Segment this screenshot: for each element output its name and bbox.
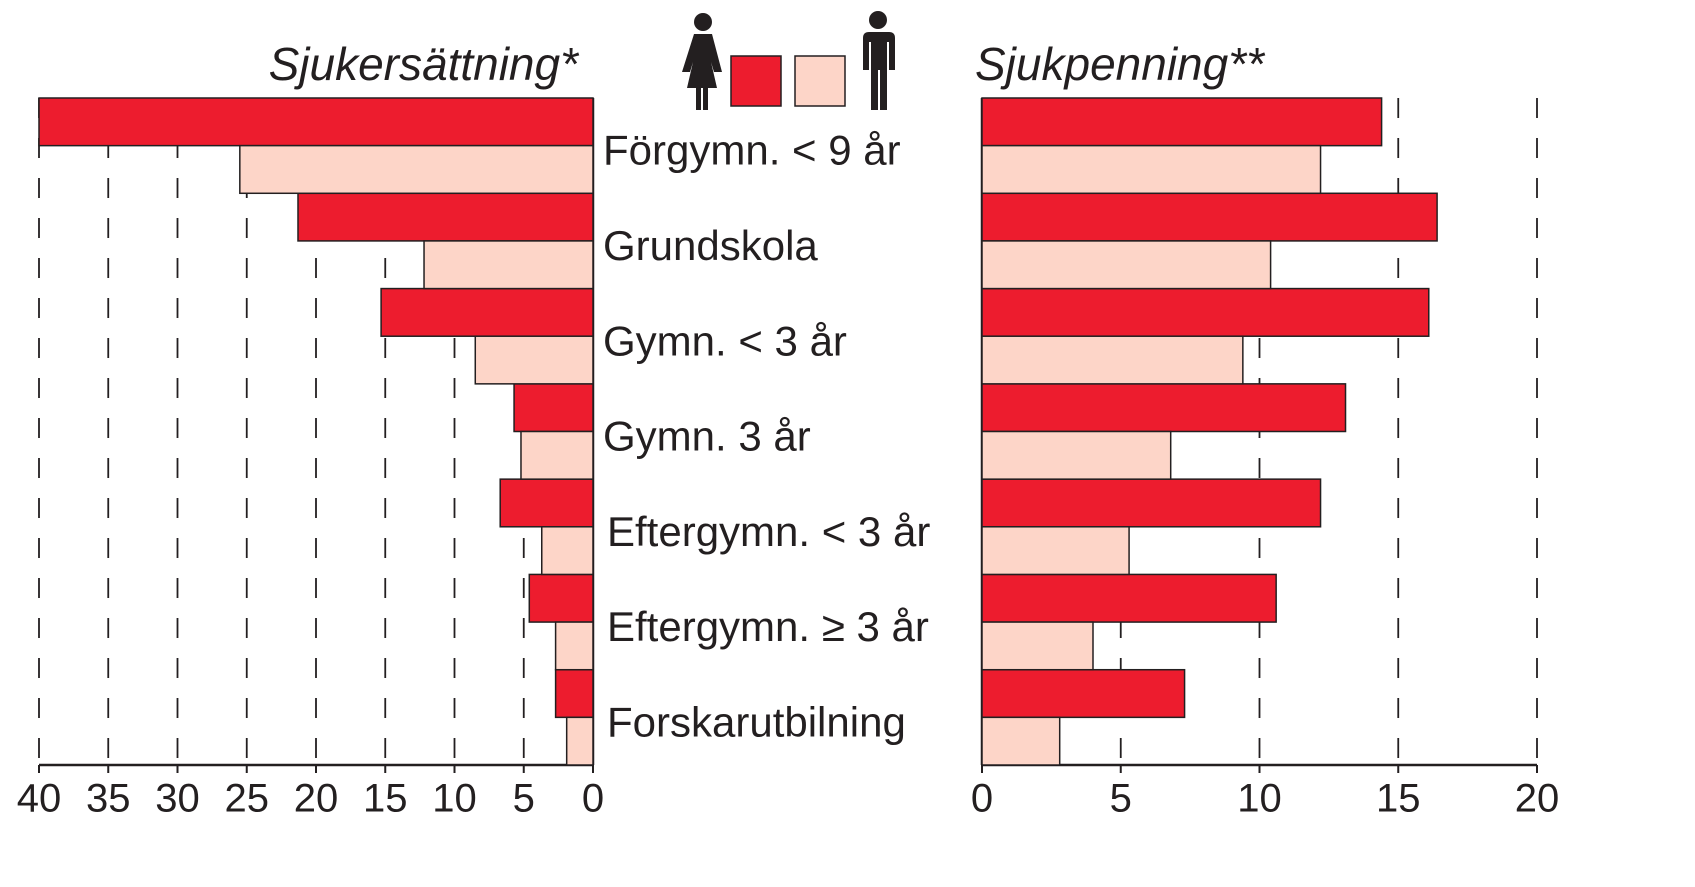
legend-swatch: [730, 55, 782, 107]
x-tick-label: 30: [155, 777, 200, 821]
bar: [297, 192, 594, 242]
x-tick-label: 15: [1376, 777, 1421, 821]
x-tick-label: 0: [971, 777, 993, 821]
bar: [423, 240, 594, 290]
bar: [981, 97, 1383, 147]
bar: [981, 573, 1277, 623]
woman-icon: [682, 13, 722, 110]
category-label: Förgymn. < 9 år: [603, 127, 901, 174]
bar: [565, 716, 594, 766]
x-tick-label: 5: [513, 777, 535, 821]
bar: [981, 478, 1322, 528]
x-tick-label: 5: [1110, 777, 1132, 821]
bar: [981, 716, 1061, 766]
bar: [541, 526, 594, 576]
x-tick-label: 10: [1237, 777, 1282, 821]
bar: [981, 335, 1244, 385]
legend-swatch: [794, 55, 846, 107]
x-tick-label: 15: [363, 777, 408, 821]
bar: [499, 478, 594, 528]
bar: [981, 621, 1094, 671]
bar: [981, 240, 1272, 290]
bar: [520, 430, 594, 480]
x-tick-label: 0: [582, 777, 604, 821]
x-tick-label: 20: [1515, 777, 1560, 821]
bar: [474, 335, 594, 385]
bar: [981, 383, 1347, 433]
x-tick-label: 25: [225, 777, 270, 821]
man-icon: [863, 11, 895, 110]
legend: [682, 11, 895, 110]
bar: [981, 192, 1438, 242]
bar: [554, 621, 594, 671]
bar: [981, 668, 1186, 719]
category-label: Eftergymn. < 3 år: [607, 508, 930, 555]
category-label: Gymn. 3 år: [603, 413, 811, 460]
x-tick-label: 35: [86, 777, 131, 821]
category-label: Gymn. < 3 år: [603, 317, 847, 364]
bar: [528, 573, 594, 623]
chart-title: Sjukersättning*: [269, 38, 580, 90]
bar: [554, 668, 594, 719]
chart-title: Sjukpenning**: [975, 38, 1266, 90]
bar: [380, 287, 594, 337]
bar: [981, 287, 1430, 337]
bar: [513, 383, 594, 433]
category-label: Grundskola: [603, 222, 818, 269]
x-tick-label: 10: [432, 777, 477, 821]
x-tick-label: 40: [17, 777, 62, 821]
category-label: Eftergymn. ≥ 3 år: [607, 603, 929, 650]
category-label: Forskarutbilning: [607, 698, 906, 745]
bar: [239, 144, 594, 195]
bar: [981, 144, 1322, 195]
bar: [981, 526, 1130, 576]
x-tick-label: 20: [294, 777, 339, 821]
bar: [981, 430, 1172, 480]
bar: [38, 97, 594, 147]
